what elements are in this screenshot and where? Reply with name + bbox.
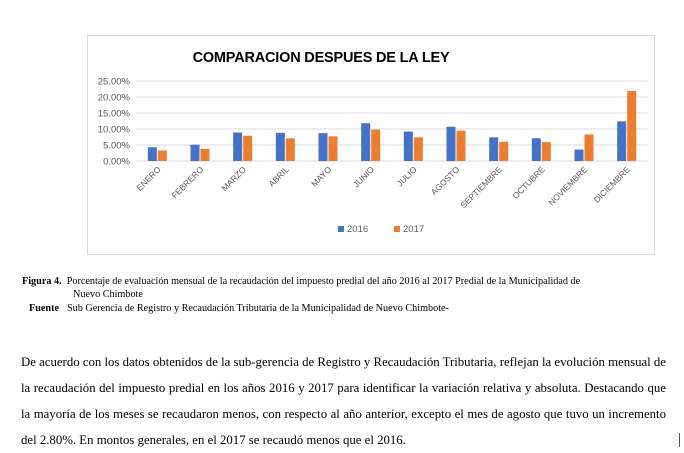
x-tick-label: MAYO (309, 164, 334, 189)
legend-swatch-2016 (338, 226, 344, 232)
caption-text-line2: Nuevo Chimbote (73, 289, 143, 300)
legend-label: 2017 (403, 224, 424, 235)
bar-2016-mayo (318, 133, 328, 161)
x-tick-label: JUNIO (351, 164, 376, 189)
bar-2016-septiembre (489, 137, 499, 161)
bar-2017-agosto (456, 130, 466, 161)
bar-2017-octubre (541, 142, 551, 161)
x-tick-label: FEBRERO (169, 164, 205, 200)
bar-2017-enero (157, 150, 167, 161)
bar-2016-octubre (531, 138, 541, 161)
body-paragraph: De acuerdo con los datos obtenidos de la… (21, 355, 666, 447)
figure-source: Fuente Sub Gerencia de Registro y Recauda… (29, 303, 449, 314)
bar-2016-noviembre (574, 149, 584, 161)
bar-2016-junio (361, 123, 371, 161)
bar-2016-agosto (446, 126, 456, 161)
x-tick-label: JULIO (395, 164, 419, 188)
legend-swatch-2017 (394, 226, 400, 232)
bar-chart: 0.00% 5.00% 10.00% 15.00% 20.00% 25.00% ENERO F… (98, 77, 648, 235)
bar-2016-enero (147, 147, 157, 161)
y-tick-label: 15.00% (98, 109, 131, 120)
y-tick-label: 10.00% (98, 125, 131, 136)
y-tick-label: 20.00% (98, 93, 131, 104)
bar-2017-abril (285, 138, 295, 161)
text-cursor-mark (679, 433, 680, 447)
bar-2016-julio (403, 131, 413, 161)
legend-label: 2016 (347, 224, 368, 235)
x-tick-label: AGOSTO (429, 164, 462, 197)
source-text: Sub Gerencia de Registro y Recaudación T… (67, 303, 449, 314)
x-tick-label: DICIEMBRE (592, 164, 633, 205)
figure-caption: Figura 4. Porcentaje de evaluación mensu… (22, 275, 672, 301)
y-tick-label: 0.00% (103, 157, 130, 168)
x-tick-label: NOVIEMBRE (546, 164, 589, 207)
bar-2017-diciembre (627, 90, 637, 161)
y-tick-label: 5.00% (103, 141, 130, 152)
x-tick-label: MARZO (219, 164, 248, 193)
bar-2017-septiembre (499, 141, 509, 161)
x-tick-label: ABRIL (266, 164, 291, 189)
source-label: Fuente (29, 303, 59, 314)
chart-title: COMPARACION DESPUES DE LA LEY (192, 50, 450, 66)
x-tick-label: SEPTIEMBRE (458, 164, 504, 210)
x-tick-label: ENERO (134, 164, 163, 193)
caption-label: Figura 4. (22, 276, 62, 287)
bar-2017-julio (413, 137, 423, 161)
y-tick-label: 25.00% (98, 77, 131, 88)
bar-2016-diciembre (617, 121, 627, 161)
bar-2017-noviembre (584, 134, 594, 161)
bar-2017-mayo (328, 136, 338, 161)
x-tick-label: OCTUBRE (510, 164, 547, 201)
bar-2016-abril (275, 132, 285, 161)
caption-text-line1: Porcentaje de evaluación mensual de la r… (66, 276, 581, 287)
bar-2017-marzo (243, 135, 253, 161)
chart-container: COMPARACION DESPUES DE LA LEY 0.00% 5.00%… (87, 35, 655, 255)
bar-2017-junio (371, 129, 381, 161)
bar-2017-febrero (200, 148, 210, 161)
bar-2016-marzo (233, 132, 243, 161)
bar-2016-febrero (190, 144, 200, 161)
